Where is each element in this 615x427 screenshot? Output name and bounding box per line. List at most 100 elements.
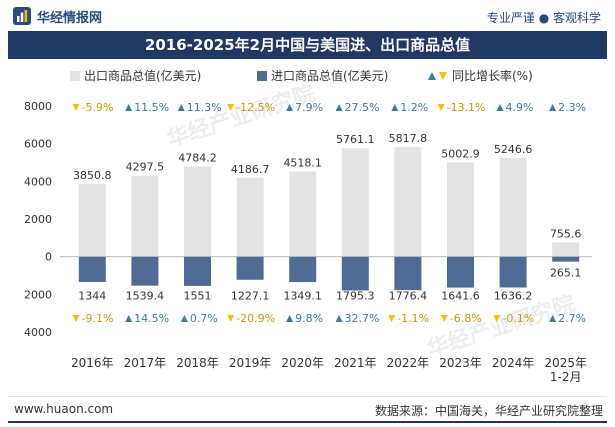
export-growth-label-marker	[391, 104, 399, 111]
y-tick-label: 2000	[24, 213, 52, 226]
x-tick-label: 2016年	[71, 356, 114, 370]
export-value-label: 5817.8	[389, 132, 428, 145]
export-value-label: 4297.5	[126, 161, 165, 174]
x-tick-label: 2023年	[439, 356, 482, 370]
import-growth-label: 0.7%	[190, 312, 218, 325]
import-growth-label-marker	[335, 315, 343, 322]
export-bar	[131, 175, 159, 257]
import-growth-label-marker	[125, 315, 133, 322]
import-bar	[447, 256, 474, 288]
y-tick-label: 4000	[24, 326, 52, 339]
x-tick-label: 2024年	[492, 356, 535, 370]
import-growth-label: -20.9%	[236, 312, 275, 325]
tagline: 专业严谨 ● 客观科学	[486, 11, 601, 25]
legend-label-growth: 同比增长率(%)	[452, 68, 533, 83]
export-value-label: 4186.7	[231, 163, 270, 176]
import-bar	[184, 256, 211, 286]
export-value-label: 3850.8	[73, 169, 112, 182]
import-growth-label: 2.7%	[558, 312, 586, 325]
top-bar: 华经情报网 专业严谨 ● 客观科学	[0, 0, 615, 30]
export-bar	[236, 177, 264, 257]
x-tick-label: 2022年	[387, 356, 430, 370]
import-growth-label: -9.1%	[82, 312, 114, 325]
export-value-label: 5761.1	[336, 133, 375, 146]
export-bar	[499, 157, 527, 257]
export-value-label: 5002.9	[441, 147, 480, 160]
import-value-label: 1551	[184, 290, 212, 303]
import-bar	[236, 256, 264, 280]
export-growth-label-marker	[177, 104, 185, 111]
import-bar	[289, 256, 317, 283]
y-tick-label: 6000	[24, 138, 52, 151]
export-growth-label-marker	[335, 104, 343, 111]
import-growth-label-marker	[549, 315, 557, 322]
export-growth-label-marker	[72, 104, 80, 111]
import-growth-label-marker	[493, 315, 501, 322]
import-growth-label-marker	[388, 315, 396, 322]
export-growth-label: -13.1%	[447, 101, 486, 114]
import-value-label: 1344	[78, 290, 106, 303]
import-growth-label: -0.1%	[502, 312, 534, 325]
import-growth-label: 32.7%	[345, 312, 380, 325]
brand: 华经情报网	[12, 6, 102, 26]
import-value-label: 265.1	[550, 267, 582, 280]
x-tick-label: 2018年	[176, 356, 219, 370]
import-bar	[394, 256, 422, 291]
export-bar	[341, 148, 369, 257]
import-bar	[552, 256, 580, 262]
data-source: 数据来源：中国海关，华经产业研究院整理	[374, 404, 603, 418]
export-growth-label-marker	[227, 104, 235, 111]
import-bar	[131, 256, 159, 286]
chart-title: 2016-2025年2月中国与美国进、出口商品总值	[8, 31, 607, 59]
export-growth-label: 11.3%	[187, 101, 222, 114]
import-value-label: 1227.1	[231, 290, 270, 303]
export-value-label: 4784.2	[178, 152, 217, 165]
x-tick-label: 1-2月	[550, 370, 582, 384]
import-growth-label: 14.5%	[134, 312, 169, 325]
export-growth-label-marker	[549, 104, 557, 111]
brand-name: 华经情报网	[37, 10, 103, 26]
export-growth-label: 1.2%	[400, 101, 428, 114]
import-value-label: 1795.3	[336, 290, 375, 303]
export-value-label: 755.6	[550, 227, 582, 240]
legend-swatch-export	[70, 71, 80, 81]
import-growth-label-marker	[286, 315, 294, 322]
export-growth-label: 2.3%	[558, 101, 586, 114]
import-value-label: 1539.4	[126, 290, 165, 303]
x-tick-label: 2017年	[124, 356, 167, 370]
export-growth-label-marker	[437, 104, 445, 111]
export-growth-label-marker	[496, 104, 504, 111]
import-value-label: 1636.2	[494, 290, 533, 303]
export-value-label: 5246.6	[494, 143, 533, 156]
export-bar	[184, 166, 211, 257]
import-value-label: 1776.4	[389, 290, 428, 303]
legend-up-marker	[428, 72, 436, 80]
export-growth-label: 7.9%	[295, 101, 323, 114]
export-bar	[394, 147, 422, 257]
import-value-label: 1641.6	[441, 290, 480, 303]
bottom-rule	[8, 421, 607, 423]
export-bar	[78, 184, 106, 257]
x-tick-label: 2021年	[334, 356, 377, 370]
export-growth-label-marker	[125, 104, 133, 111]
import-growth-label-marker	[227, 315, 235, 322]
export-growth-label: 27.5%	[345, 101, 380, 114]
legend-down-marker	[439, 72, 447, 80]
legend-label-import: 进口商品总值(亿美元)	[271, 68, 388, 83]
import-growth-label: 9.8%	[295, 312, 323, 325]
import-bar	[78, 256, 106, 282]
legend-swatch-import	[257, 71, 267, 81]
export-bar	[552, 242, 580, 257]
import-bar	[499, 256, 527, 288]
y-tick-label: 2000	[24, 288, 52, 301]
y-tick-label: 4000	[24, 175, 52, 188]
export-value-label: 4518.1	[283, 157, 322, 170]
site-url: www.huaon.com	[14, 402, 114, 416]
export-bar	[447, 162, 474, 257]
import-bar	[341, 256, 369, 291]
watermark-text: 华经产业研究院	[164, 80, 319, 152]
export-growth-label: 4.9%	[506, 101, 534, 114]
import-value-label: 1349.1	[283, 290, 322, 303]
